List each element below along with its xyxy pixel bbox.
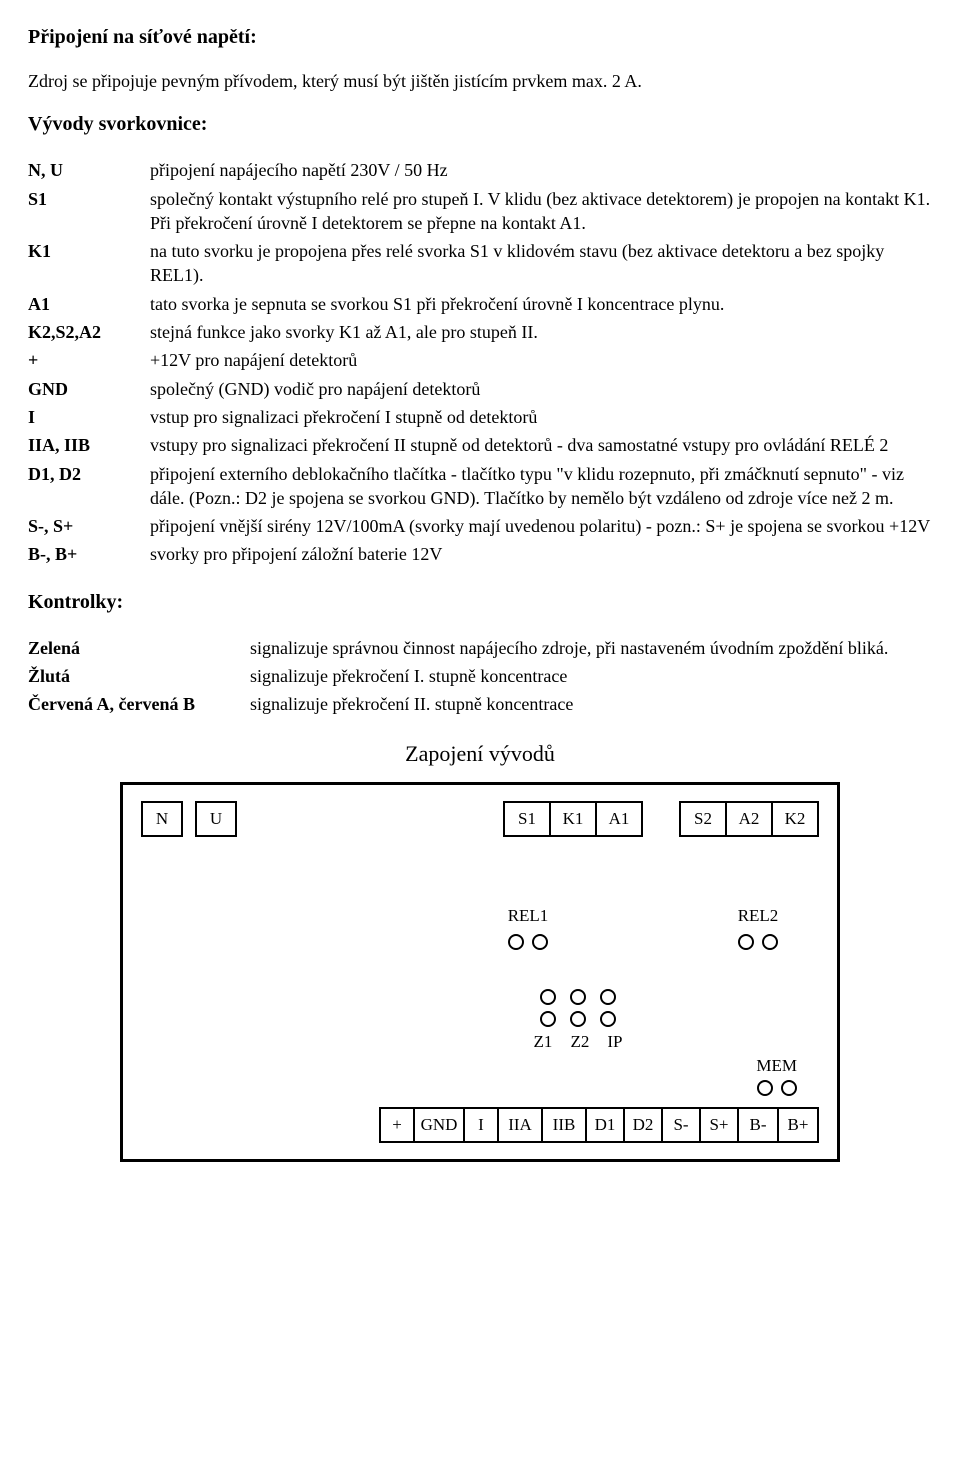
table-row: A1tato svorka je sepnuta se svorkou S1 p… — [28, 290, 932, 318]
indicator-term: Zelená — [28, 634, 250, 662]
table-row: S-, S+připojení vnější sirény 12V/100mA … — [28, 512, 932, 540]
terminal-term: K2,S2,A2 — [28, 318, 150, 346]
pin-box: B+ — [777, 1107, 819, 1143]
terminal-desc: svorky pro připojení záložní baterie 12V — [150, 540, 932, 568]
terminal-desc: společný (GND) vodič pro napájení detekt… — [150, 375, 932, 403]
jumper-circle-icon — [508, 934, 524, 950]
terminal-desc: vstupy pro signalizaci překročení II stu… — [150, 431, 932, 459]
mid-label: Z1 — [534, 1031, 553, 1054]
terminal-term: GND — [28, 375, 150, 403]
jumper-circle-icon — [738, 934, 754, 950]
indicator-desc: signalizuje správnou činnost napájecího … — [250, 634, 932, 662]
section-title-terminals: Vývody svorkovnice: — [28, 111, 932, 138]
terminal-term: A1 — [28, 290, 150, 318]
pin-box: IIA — [497, 1107, 543, 1143]
indicator-desc: signalizuje překročení II. stupně koncen… — [250, 690, 932, 718]
jumper-circle-icon — [570, 1011, 586, 1027]
pin-box: K2 — [771, 801, 819, 837]
indicators-table: Zelenásignalizuje správnou činnost napáj… — [28, 634, 932, 719]
wiring-diagram: NU S1K1A1 S2A2K2 REL1 REL2 — [120, 782, 840, 1162]
jumper-circle-icon — [762, 934, 778, 950]
indicator-term: Červená A, červená B — [28, 690, 250, 718]
mem-label: MEM — [756, 1055, 797, 1078]
table-row: K2,S2,A2stejná funkce jako svorky K1 až … — [28, 318, 932, 346]
terminal-desc: tato svorka je sepnuta se svorkou S1 při… — [150, 290, 932, 318]
indicator-term: Žlutá — [28, 662, 250, 690]
table-row: Červená A, červená Bsignalizuje překroče… — [28, 690, 932, 718]
jumper-circle-icon — [570, 989, 586, 1005]
jumper-circle-icon — [781, 1080, 797, 1096]
pin-box: IIB — [541, 1107, 587, 1143]
table-row: Zelenásignalizuje správnou činnost napáj… — [28, 634, 932, 662]
mid-label: IP — [607, 1031, 622, 1054]
terminal-desc: na tuto svorku je propojena přes relé sv… — [150, 237, 932, 290]
rel2-label: REL2 — [683, 905, 833, 928]
pin-box: + — [379, 1107, 415, 1143]
table-row: K1na tuto svorku je propojena přes relé … — [28, 237, 932, 290]
table-row: IIA, IIBvstupy pro signalizaci překročen… — [28, 431, 932, 459]
terminals-table: N, Upřipojení napájecího napětí 230V / 5… — [28, 156, 932, 568]
connection-text: Zdroj se připojuje pevným přívodem, kter… — [28, 69, 932, 93]
table-row: Žlutásignalizuje překročení I. stupně ko… — [28, 662, 932, 690]
pin-box: S1 — [503, 801, 551, 837]
terminal-term: I — [28, 403, 150, 431]
pin-box: B- — [737, 1107, 779, 1143]
terminal-term: S-, S+ — [28, 512, 150, 540]
terminal-desc: stejná funkce jako svorky K1 až A1, ale … — [150, 318, 932, 346]
terminal-term: K1 — [28, 237, 150, 290]
terminal-desc: připojení externího deblokačního tlačítk… — [150, 460, 932, 513]
table-row: D1, D2připojení externího deblokačního t… — [28, 460, 932, 513]
terminal-desc: připojení vnější sirény 12V/100mA (svork… — [150, 512, 932, 540]
jumper-circle-icon — [600, 1011, 616, 1027]
terminal-term: IIA, IIB — [28, 431, 150, 459]
mid-label: Z2 — [570, 1031, 589, 1054]
pin-box: S2 — [679, 801, 727, 837]
pin-box: N — [141, 801, 183, 837]
jumper-circle-icon — [757, 1080, 773, 1096]
section-title-indicators: Kontrolky: — [28, 589, 932, 616]
terminal-term: + — [28, 346, 150, 374]
terminal-desc: připojení napájecího napětí 230V / 50 Hz — [150, 156, 932, 184]
table-row: GNDspolečný (GND) vodič pro napájení det… — [28, 375, 932, 403]
pin-box: I — [463, 1107, 499, 1143]
table-row: S1společný kontakt výstupního relé pro s… — [28, 185, 932, 238]
pin-box: U — [195, 801, 237, 837]
jumper-circle-icon — [540, 989, 556, 1005]
pin-box: A1 — [595, 801, 643, 837]
jumper-circle-icon — [540, 1011, 556, 1027]
terminal-term: S1 — [28, 185, 150, 238]
pin-box: S+ — [699, 1107, 739, 1143]
terminal-desc: vstup pro signalizaci překročení I stupn… — [150, 403, 932, 431]
terminal-term: N, U — [28, 156, 150, 184]
pin-box: D1 — [585, 1107, 625, 1143]
table-row: N, Upřipojení napájecího napětí 230V / 5… — [28, 156, 932, 184]
pin-box: A2 — [725, 801, 773, 837]
table-row: B-, B+svorky pro připojení záložní bater… — [28, 540, 932, 568]
pin-box: S- — [661, 1107, 701, 1143]
table-row: Ivstup pro signalizaci překročení I stup… — [28, 403, 932, 431]
terminal-desc: společný kontakt výstupního relé pro stu… — [150, 185, 932, 238]
terminal-term: B-, B+ — [28, 540, 150, 568]
jumper-circle-icon — [600, 989, 616, 1005]
rel1-label: REL1 — [453, 905, 603, 928]
pin-box: K1 — [549, 801, 597, 837]
terminal-term: D1, D2 — [28, 460, 150, 513]
wiring-title: Zapojení vývodů — [28, 739, 932, 769]
indicator-desc: signalizuje překročení I. stupně koncent… — [250, 662, 932, 690]
pin-box: GND — [413, 1107, 465, 1143]
pin-box: D2 — [623, 1107, 663, 1143]
section-title-connection: Připojení na síťové napětí: — [28, 24, 932, 51]
terminal-desc: +12V pro napájení detektorů — [150, 346, 932, 374]
table-row: ++12V pro napájení detektorů — [28, 346, 932, 374]
jumper-circle-icon — [532, 934, 548, 950]
